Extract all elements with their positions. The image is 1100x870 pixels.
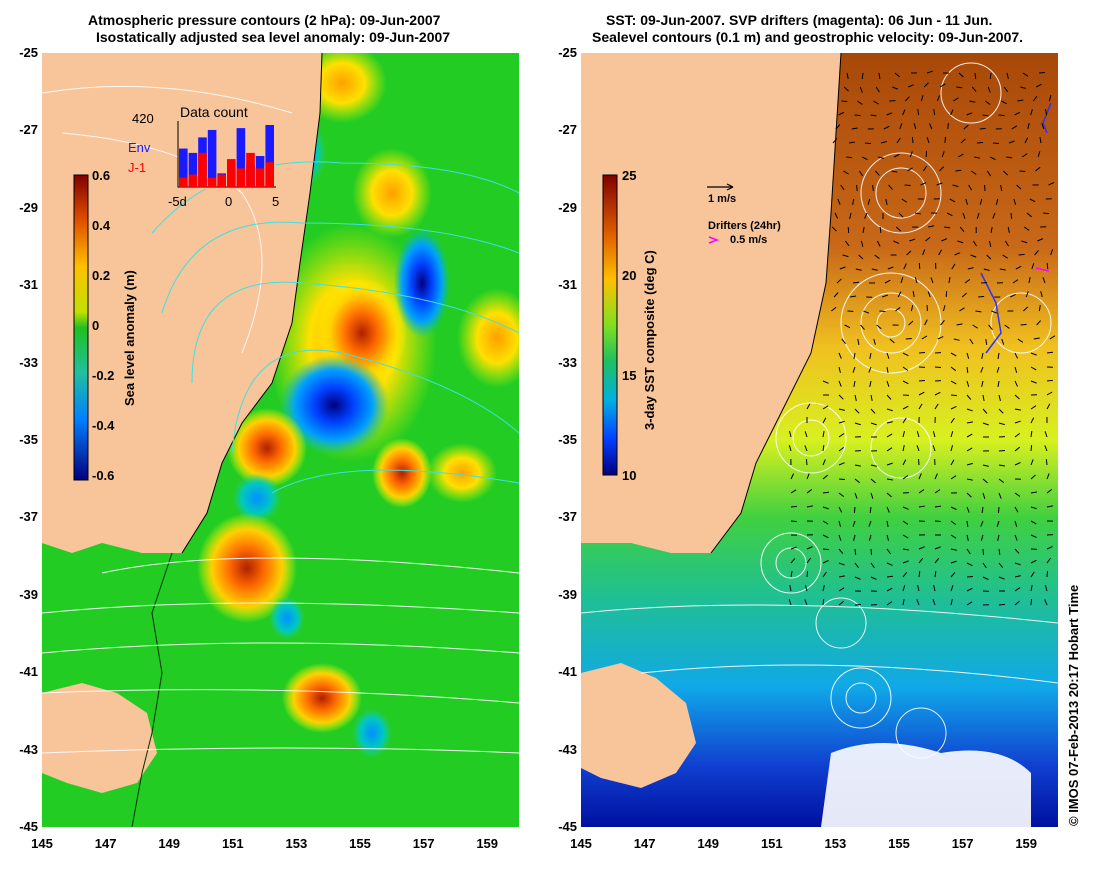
left-ytick-10: -45 xyxy=(19,819,38,834)
left-xtick-2: 149 xyxy=(158,836,181,851)
drifters-label: Drifters (24hr) xyxy=(708,220,781,232)
right-xtick-0: 145 xyxy=(570,836,592,851)
sla-colorbar-label: Sea level anomaly (m) xyxy=(122,270,137,406)
right-ytick-4: -33 xyxy=(558,354,577,370)
inset-count: 420 xyxy=(132,111,154,126)
right-ytick-9: -43 xyxy=(558,741,577,757)
right-ytick-5: -35 xyxy=(558,432,577,447)
drifters-scale: 0.5 m/s xyxy=(730,234,768,246)
sla-cbar-tick-3: 0 xyxy=(92,318,100,333)
right-xtick-7: 159 xyxy=(1015,836,1038,851)
right-xtick-3: 151 xyxy=(760,836,783,851)
j1-bar xyxy=(217,174,226,187)
sst-cbar-tick-15: 15 xyxy=(622,368,637,383)
sst-colorbar-label: 3-day SST composite (deg C) xyxy=(642,250,657,430)
j1-bar xyxy=(179,177,188,187)
right-ytick-7: -39 xyxy=(558,586,577,602)
right-title-line1: SST: 09-Jun-2007. SVP drifters (magenta)… xyxy=(606,12,993,28)
sst-cbar-tick-10: 10 xyxy=(622,468,637,483)
sst-cbar-tick-20: 20 xyxy=(622,268,637,283)
right-xtick-1: 147 xyxy=(633,836,656,851)
j1-bar xyxy=(198,152,207,187)
velocity-arrows xyxy=(788,70,1056,606)
right-ytick-8: -41 xyxy=(558,664,577,680)
right-xtick-2: 149 xyxy=(697,836,720,851)
left-xtick-0: 145 xyxy=(31,836,53,851)
left-ytick-0: -25 xyxy=(19,45,38,60)
right-ytick-10: -45 xyxy=(558,819,577,834)
left-ytick-3: -31 xyxy=(19,277,38,293)
env-bar xyxy=(265,125,274,187)
left-ytick-1: -27 xyxy=(19,122,38,138)
right-ytick-2: -29 xyxy=(558,199,577,215)
right-xtick-6: 157 xyxy=(951,836,974,851)
right-ytick-3: -31 xyxy=(558,277,577,293)
inset-xtick-0: -5d xyxy=(168,194,187,209)
left-xtick-3: 151 xyxy=(221,836,244,851)
right-ytick-1: -27 xyxy=(558,122,577,138)
j1-bar xyxy=(207,177,217,187)
env-bar xyxy=(179,148,188,187)
j1-bar xyxy=(255,168,265,187)
left-ytick-8: -41 xyxy=(19,664,38,680)
sst-cbar-tick-25: 25 xyxy=(622,168,637,183)
left-xtick-1: 147 xyxy=(94,836,117,851)
left-ytick-2: -29 xyxy=(19,199,38,215)
left-xtick-5: 155 xyxy=(349,836,371,851)
right-xtick-5: 155 xyxy=(888,836,910,851)
left-xtick-4: 153 xyxy=(285,836,308,851)
sla-cbar-tick-1: 0.4 xyxy=(92,218,111,233)
j1-bar xyxy=(188,174,198,187)
left-ytick-6: -37 xyxy=(19,509,38,525)
j1-bar xyxy=(265,162,274,187)
sla-cbar-tick-2: 0.2 xyxy=(92,268,111,283)
env-bar xyxy=(207,129,217,187)
left-title-line2: Isostatically adjusted sea level anomaly… xyxy=(96,29,451,45)
left-ytick-7: -39 xyxy=(19,586,38,602)
left-ytick-9: -43 xyxy=(19,741,38,757)
inset-xtick-2: 5 xyxy=(272,194,280,209)
right-ytick-6: -37 xyxy=(558,509,577,525)
left-xtick-6: 157 xyxy=(412,836,435,851)
env-bar xyxy=(236,128,246,187)
j1-bar xyxy=(236,168,246,187)
sla-cbar-tick-6: -0.6 xyxy=(92,468,115,483)
left-ytick-5: -35 xyxy=(19,432,38,447)
left-ytick-4: -33 xyxy=(19,354,38,370)
j1-bar xyxy=(227,159,236,187)
velocity-scale-label: 1 m/s xyxy=(708,193,737,205)
left-title-line1: Atmospheric pressure contours (2 hPa): 0… xyxy=(88,12,441,28)
sla-cbar-tick-0: 0.6 xyxy=(92,168,111,183)
sla-cbar-tick-4: -0.2 xyxy=(92,368,115,383)
j1-bar xyxy=(246,152,255,187)
inset-title: Data count xyxy=(180,104,248,120)
data-count-chart xyxy=(177,121,276,188)
inset-legend-env: Env xyxy=(128,140,151,155)
credit-text: © IMOS 07-Feb-2013 20:17 Hobart Time xyxy=(1066,584,1081,826)
inset-xtick-1: 0 xyxy=(225,194,233,209)
sst-map[interactable] xyxy=(581,53,1058,827)
left-xtick-7: 159 xyxy=(476,836,499,851)
sla-cbar-tick-5: -0.4 xyxy=(92,418,115,433)
env-bar xyxy=(188,152,198,187)
inset-legend-j1: J-1 xyxy=(128,160,147,175)
sla-map[interactable] xyxy=(42,53,519,827)
right-xtick-4: 153 xyxy=(824,836,847,851)
right-title-line2: Sealevel contours (0.1 m) and geostrophi… xyxy=(592,29,1024,45)
right-ytick-0: -25 xyxy=(558,45,577,60)
